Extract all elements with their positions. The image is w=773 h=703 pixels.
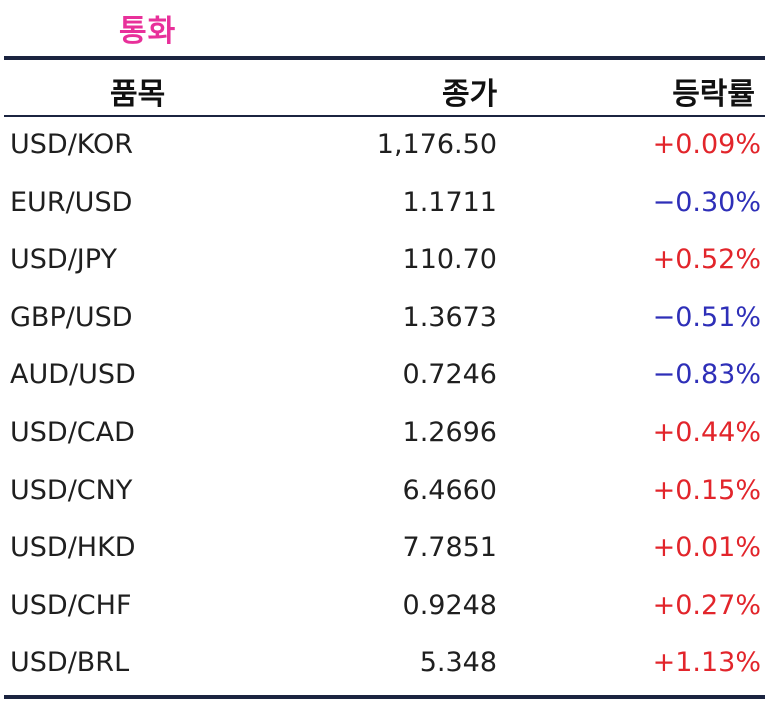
cell-close: 1.1711 xyxy=(402,186,497,218)
cell-close: 1.3673 xyxy=(402,301,497,333)
cell-change: +0.09% xyxy=(652,129,761,160)
column-header-item: 품목 xyxy=(110,77,166,112)
cell-change: +0.01% xyxy=(652,532,761,564)
cell-close: 1,176.50 xyxy=(376,129,497,160)
table-title: 통화 xyxy=(119,14,177,49)
cell-item: GBP/USD xyxy=(10,301,133,333)
cell-item: USD/KOR xyxy=(10,129,134,160)
bottom-rule xyxy=(4,695,765,699)
table-row: USD/BRL 5.348 +1.13% xyxy=(0,636,773,694)
cell-change: −0.83% xyxy=(652,359,761,391)
table-header: 품목 종가 등락률 xyxy=(0,61,773,115)
cell-change: +0.44% xyxy=(652,416,761,448)
cell-change: −0.30% xyxy=(652,186,761,218)
table-row: EUR/USD 1.1711 −0.30% xyxy=(0,176,773,234)
cell-item: EUR/USD xyxy=(10,186,133,218)
cell-close: 7.7851 xyxy=(402,532,497,564)
table-row: USD/CHF 0.9248 +0.27% xyxy=(0,579,773,637)
cell-item: USD/CAD xyxy=(10,416,135,448)
table-row: USD/CNY 6.4660 +0.15% xyxy=(0,464,773,522)
top-rule xyxy=(4,56,765,60)
table-row: USD/CAD 1.2696 +0.44% xyxy=(0,406,773,464)
cell-change: −0.51% xyxy=(652,301,761,333)
table-row: USD/JPY 110.70 +0.52% xyxy=(0,233,773,291)
cell-change: +0.52% xyxy=(652,244,761,276)
table-row: USD/KOR 1,176.50 +0.09% xyxy=(0,118,773,176)
cell-close: 1.2696 xyxy=(402,416,497,448)
cell-item: USD/HKD xyxy=(10,532,136,564)
cell-close: 110.70 xyxy=(402,244,497,276)
cell-close: 5.348 xyxy=(419,647,497,679)
cell-change: +1.13% xyxy=(652,647,761,679)
cell-item: USD/CHF xyxy=(10,589,132,621)
table-row: AUD/USD 0.7246 −0.83% xyxy=(0,348,773,406)
cell-item: USD/JPY xyxy=(10,244,117,276)
cell-item: AUD/USD xyxy=(10,359,136,391)
cell-item: USD/CNY xyxy=(10,474,133,506)
table-body: USD/KOR 1,176.50 +0.09% EUR/USD 1.1711 −… xyxy=(0,118,773,694)
column-header-close: 종가 xyxy=(442,77,498,112)
cell-close: 6.4660 xyxy=(402,474,497,506)
column-header-change: 등락률 xyxy=(672,77,755,112)
table-row: GBP/USD 1.3673 −0.51% xyxy=(0,291,773,349)
cell-close: 0.9248 xyxy=(402,589,497,621)
header-rule xyxy=(4,115,765,117)
cell-change: +0.27% xyxy=(652,589,761,621)
cell-item: USD/BRL xyxy=(10,647,130,679)
table-row: USD/HKD 7.7851 +0.01% xyxy=(0,521,773,579)
cell-close: 0.7246 xyxy=(402,359,497,391)
cell-change: +0.15% xyxy=(652,474,761,506)
